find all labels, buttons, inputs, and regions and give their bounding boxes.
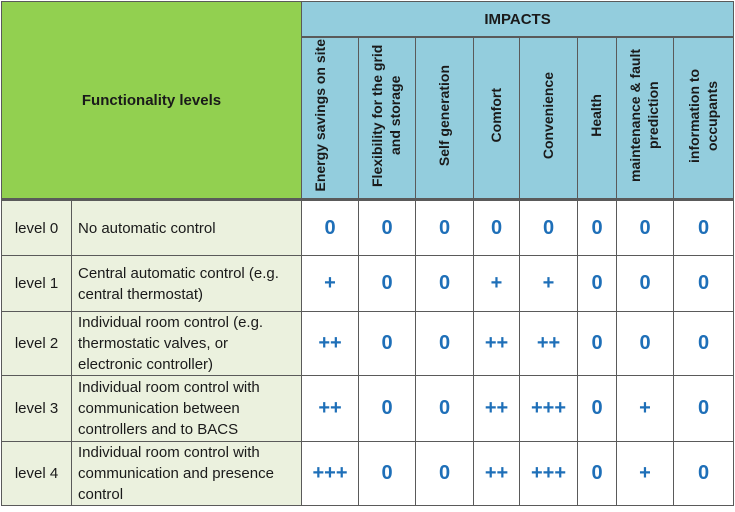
impact-value: 0 [301, 198, 359, 256]
impact-value: 0 [415, 441, 474, 506]
impact-value: 0 [358, 255, 416, 312]
impact-value: 0 [577, 198, 617, 256]
impact-value: 0 [672, 255, 735, 312]
impact-column-label: Comfort [487, 88, 504, 143]
impact-value: 0 [415, 255, 474, 312]
impact-value: ++ [301, 375, 359, 442]
impact-value: +++ [301, 441, 359, 506]
impact-value: ++ [473, 441, 520, 506]
level-description: Central automatic control (e.g. central … [71, 255, 302, 312]
level-description: Individual room control (e.g. thermostat… [71, 311, 302, 376]
table-row: level 4 Individual room control with com… [1, 441, 735, 506]
impact-column-header: information to occupants [672, 36, 735, 200]
impact-column-label: Energy savings on site [312, 39, 328, 192]
impact-value: 0 [577, 441, 617, 506]
impact-value: 0 [577, 255, 617, 312]
impact-column-label: Self generation [435, 64, 452, 167]
impact-value: 0 [616, 311, 674, 376]
impact-value: 0 [672, 198, 735, 256]
impact-value: ++ [519, 311, 578, 376]
table-row: level 3 Individual room control with com… [1, 375, 735, 442]
impact-column-label: information to occupants [685, 68, 720, 163]
impact-value: 0 [672, 311, 735, 376]
impact-value: + [301, 255, 359, 312]
impact-column-label: Convenience [539, 71, 556, 160]
impact-value: +++ [519, 375, 578, 442]
level-description: Individual room control with communicati… [71, 441, 302, 506]
impact-value: 0 [519, 198, 578, 256]
functionality-levels-header: Functionality levels [1, 1, 302, 200]
impact-column-label: Health [588, 94, 604, 137]
impact-column-header: maintenance & fault prediction [616, 36, 674, 200]
impact-value: 0 [616, 198, 674, 256]
level-label: level 1 [1, 255, 72, 312]
level-label: level 2 [1, 311, 72, 376]
impact-value: 0 [415, 375, 474, 442]
impact-column-header: Flexibility for the grid and storage [358, 36, 416, 200]
level-description: No automatic control [71, 198, 302, 256]
impact-value: 0 [616, 255, 674, 312]
impact-value: ++ [301, 311, 359, 376]
impact-column-label: maintenance & fault prediction [627, 48, 661, 183]
impact-column-header: Convenience [519, 36, 578, 200]
impact-value: 0 [672, 441, 735, 506]
impact-value: 0 [358, 441, 416, 506]
impact-value: 0 [577, 375, 617, 442]
impact-column-header: Energy savings on site [301, 36, 359, 200]
impact-value: ++ [473, 375, 520, 442]
level-label: level 0 [1, 198, 72, 256]
table-row: level 2 Individual room control (e.g. th… [1, 311, 735, 376]
level-description: Individual room control with communicati… [71, 375, 302, 442]
level-label: level 3 [1, 375, 72, 442]
impact-value: + [616, 375, 674, 442]
impact-value: 0 [358, 375, 416, 442]
impact-value: + [519, 255, 578, 312]
table-row: level 1 Central automatic control (e.g. … [1, 255, 735, 312]
impact-value: 0 [358, 311, 416, 376]
impact-column-label: Flexibility for the grid and storage [369, 44, 403, 187]
impact-value: 0 [415, 311, 474, 376]
impact-value: 0 [415, 198, 474, 256]
impact-value: + [616, 441, 674, 506]
impact-column-header: Health [577, 36, 617, 200]
impact-column-header: Self generation [415, 36, 474, 200]
level-label: level 4 [1, 441, 72, 506]
impacts-header: IMPACTS [300, 1, 735, 38]
impact-value: ++ [473, 311, 520, 376]
impact-value: 0 [358, 198, 416, 256]
impact-column-header: Comfort [473, 36, 520, 200]
table-row: level 0 No automatic control 0 0 0 0 0 0… [1, 198, 735, 256]
impact-value: + [473, 255, 520, 312]
impact-value: +++ [519, 441, 578, 506]
impact-value: 0 [473, 198, 520, 256]
impact-value: 0 [672, 375, 735, 442]
impact-value: 0 [577, 311, 617, 376]
